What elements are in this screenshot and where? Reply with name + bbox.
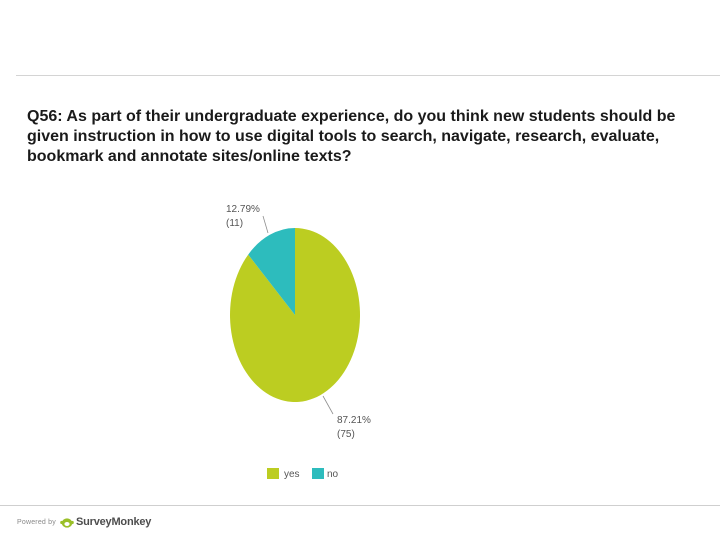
powered-by-text: Powered by	[17, 518, 56, 526]
legend-swatch-yes	[267, 468, 279, 479]
footer-divider	[0, 505, 720, 506]
legend-label-yes: yes	[284, 469, 300, 480]
question-title: Q56: As part of their undergraduate expe…	[27, 108, 676, 165]
surveymonkey-logo: SurveyMonkey	[60, 516, 151, 528]
legend-swatch-no	[312, 468, 324, 479]
footer: Powered by SurveyMonkey	[17, 511, 151, 533]
legend-label-no: no	[327, 469, 339, 480]
yes-percent-label: 87.21%	[337, 415, 371, 426]
no-count-label: (11)	[226, 218, 243, 229]
monkey-icon	[60, 518, 74, 528]
pie-slice-yes	[230, 228, 361, 402]
pie-slices	[230, 228, 361, 402]
leader-line-yes	[322, 395, 334, 415]
top-divider	[16, 75, 720, 76]
leader-lines	[262, 215, 334, 415]
yes-count-label: (75)	[337, 429, 355, 440]
no-percent-label: 12.79%	[226, 204, 260, 215]
brand-name: SurveyMonkey	[75, 516, 152, 528]
leader-line-no	[262, 215, 269, 234]
pie-slice-no	[248, 228, 295, 315]
legend: yes no	[267, 468, 339, 480]
